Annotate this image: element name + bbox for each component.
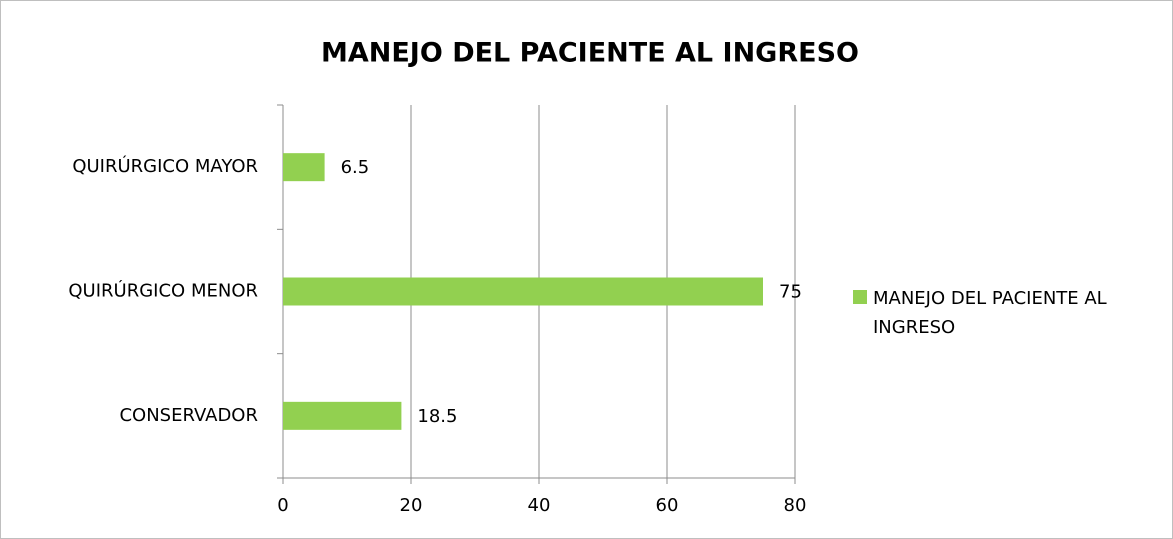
data-label: 6.5 xyxy=(341,157,370,178)
bar xyxy=(283,153,325,182)
y-tick-label: CONSERVADOR xyxy=(119,405,258,426)
legend-label: MANEJO DEL PACIENTE AL INGRESO xyxy=(873,288,1107,338)
x-tick-label: 80 xyxy=(784,495,807,516)
y-tick-label: QUIRÚRGICO MENOR xyxy=(68,280,258,302)
x-tick-label: 40 xyxy=(528,495,551,516)
y-tick-label: QUIRÚRGICO MAYOR xyxy=(72,155,258,177)
data-label: 18.5 xyxy=(417,406,457,427)
chart-title: MANEJO DEL PACIENTE AL INGRESO xyxy=(321,38,859,69)
x-tick-label: 60 xyxy=(656,495,679,516)
x-tick-label: 0 xyxy=(277,495,288,516)
data-label: 75 xyxy=(779,282,802,303)
legend-swatch xyxy=(853,290,867,304)
bar xyxy=(283,401,402,430)
bar xyxy=(283,277,763,306)
x-tick-label: 20 xyxy=(400,495,423,516)
